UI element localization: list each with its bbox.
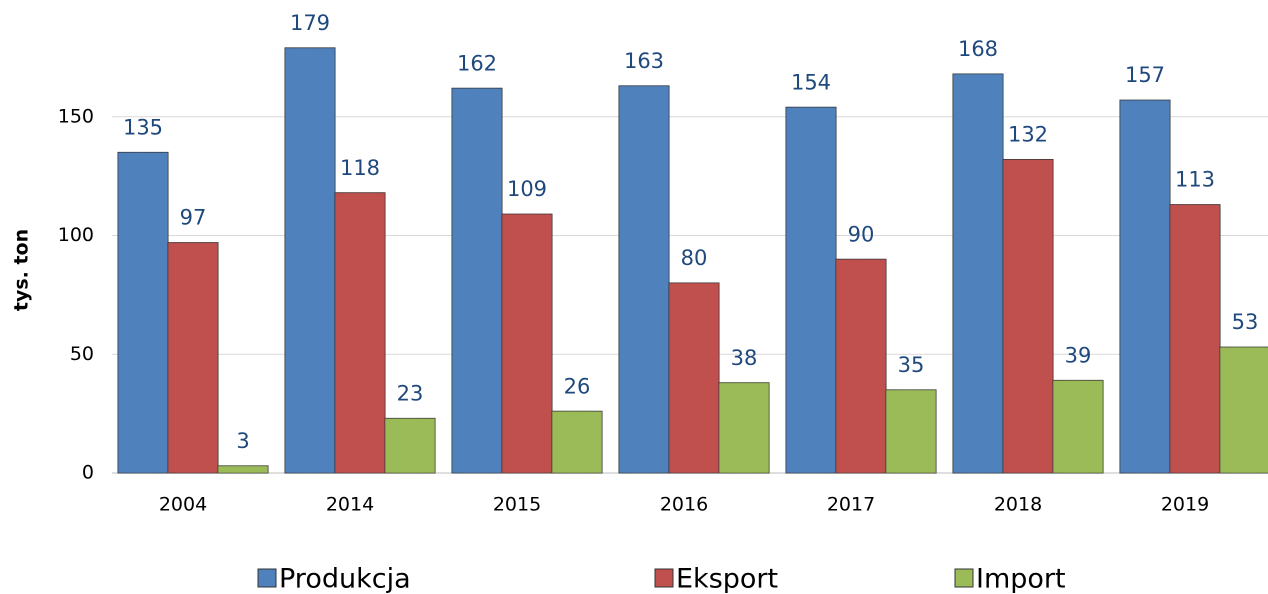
value-label: 23 <box>397 381 424 405</box>
x-tick-label: 2016 <box>660 494 708 516</box>
value-label: 157 <box>1125 63 1165 87</box>
bar-shade <box>285 47 335 473</box>
legend-swatch <box>954 568 974 588</box>
value-label: 80 <box>681 246 708 270</box>
value-label: 162 <box>457 51 497 75</box>
x-tick-label: 2004 <box>159 494 207 516</box>
bar-shade <box>118 152 168 473</box>
bar-shade <box>719 382 769 473</box>
value-label: 135 <box>123 115 163 139</box>
y-tick-label: 50 <box>70 343 94 365</box>
y-axis-label: tys. ton <box>11 229 33 311</box>
value-label: 26 <box>564 374 591 398</box>
x-tick-label: 2017 <box>827 494 875 516</box>
y-tick-label: 0 <box>82 462 94 484</box>
bar-shade <box>1220 347 1268 473</box>
bar-shade <box>552 411 602 473</box>
legend-swatch <box>654 568 674 588</box>
bar-shade <box>669 283 719 473</box>
value-label: 35 <box>898 353 925 377</box>
value-label: 53 <box>1232 310 1259 334</box>
bar-shade <box>836 259 886 473</box>
bar-shade <box>335 192 385 473</box>
value-label: 132 <box>1008 123 1048 147</box>
bar-shade <box>502 214 552 473</box>
x-tick-label: 2019 <box>1161 494 1209 516</box>
x-tick-label: 2018 <box>994 494 1042 516</box>
value-label: 39 <box>1065 343 1092 367</box>
value-label: 38 <box>731 346 758 370</box>
value-label: 90 <box>848 222 875 246</box>
bar-shade <box>1053 380 1103 473</box>
bar-shade <box>385 418 435 473</box>
bar-shade <box>218 465 268 473</box>
bar-shade <box>168 242 218 473</box>
legend-label: Eksport <box>676 564 778 594</box>
value-label: 168 <box>958 37 998 61</box>
y-tick-label: 100 <box>58 224 94 246</box>
value-label: 97 <box>180 206 207 230</box>
bar-shade <box>1003 159 1053 473</box>
value-label: 163 <box>624 49 664 73</box>
value-label: 109 <box>507 177 547 201</box>
value-label: 154 <box>791 70 831 94</box>
value-label: 118 <box>340 156 380 180</box>
y-tick-label: 150 <box>58 105 94 127</box>
bar-shade <box>452 88 502 473</box>
bar-shade <box>953 74 1003 473</box>
bar-shade <box>619 85 669 473</box>
x-tick-label: 2015 <box>493 494 541 516</box>
bar-shade <box>786 107 836 473</box>
bar-shade <box>886 389 936 473</box>
value-label: 179 <box>290 11 330 35</box>
x-tick-label: 2014 <box>326 494 374 516</box>
legend-label: Import <box>976 564 1066 594</box>
bar-shade <box>1170 204 1220 473</box>
bar-shade <box>1120 100 1170 473</box>
legend-swatch <box>257 568 277 588</box>
value-label: 113 <box>1175 168 1215 192</box>
value-label: 3 <box>236 429 249 453</box>
legend-label: Produkcja <box>279 564 411 594</box>
